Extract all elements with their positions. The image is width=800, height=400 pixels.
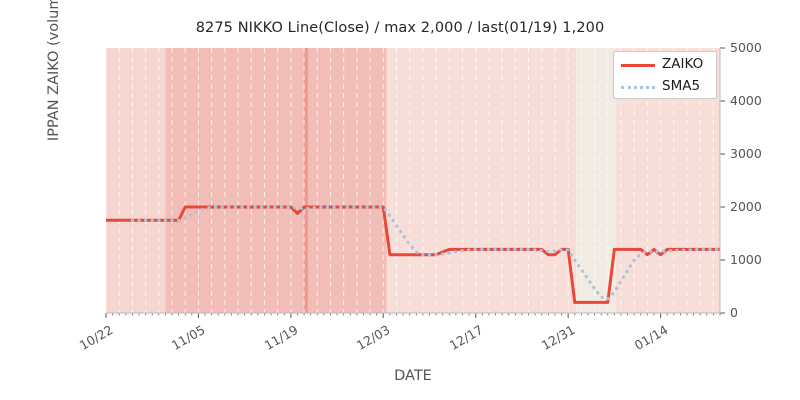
legend-label-sma5: SMA5 (662, 78, 701, 94)
chart-legend[interactable]: ZAIKO SMA5 (613, 51, 717, 99)
background-band-3 (308, 48, 387, 313)
axis-ticks (105, 47, 725, 318)
chart-title: 8275 NIKKO Line(Close) / max 2,000 / las… (195, 20, 605, 36)
y-tick-label: 0 (730, 305, 738, 320)
background-band-1 (165, 48, 305, 313)
legend-line-icon-zaiko (621, 64, 655, 67)
y-tick-label: 1000 (730, 252, 762, 267)
background-bands (106, 48, 720, 313)
background-band-0 (106, 48, 166, 313)
legend-item-sma5[interactable]: SMA5 (614, 76, 718, 98)
legend-label-zaiko: ZAIKO (662, 56, 704, 72)
y-tick-label: 3000 (730, 146, 762, 161)
y-tick-label: 5000 (730, 40, 762, 55)
y-tick-label: 4000 (730, 93, 762, 108)
legend-item-zaiko[interactable]: ZAIKO (614, 54, 718, 76)
series-line-sma5 (130, 205, 720, 301)
x-axis-label: DATE (394, 368, 432, 384)
background-band-2 (304, 48, 309, 313)
background-band-4 (386, 48, 577, 313)
y-tick-label: 2000 (730, 199, 762, 214)
grid-lines (106, 48, 714, 313)
legend-line-icon-sma5 (621, 86, 655, 89)
data-series (106, 205, 720, 304)
background-band-5 (576, 48, 616, 313)
